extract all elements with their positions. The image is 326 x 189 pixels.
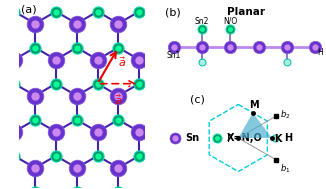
Text: Planar: Planar <box>227 7 265 17</box>
Text: K: K <box>274 134 282 144</box>
Text: (a): (a) <box>22 4 37 14</box>
Text: M: M <box>249 100 259 110</box>
Text: (c): (c) <box>190 94 205 105</box>
Text: $b_2$: $b_2$ <box>280 109 290 121</box>
Text: Sn2: Sn2 <box>195 17 209 26</box>
Text: $\vec{a}$: $\vec{a}$ <box>114 93 123 107</box>
Text: Sn: Sn <box>185 133 199 143</box>
Text: X=N,O: X=N,O <box>227 133 263 143</box>
Text: $\Gamma$: $\Gamma$ <box>227 132 234 144</box>
Text: N/O: N/O <box>223 17 238 26</box>
Text: (b): (b) <box>165 7 181 17</box>
Text: H: H <box>284 133 292 143</box>
Text: Sn1: Sn1 <box>167 50 181 60</box>
Polygon shape <box>238 113 272 138</box>
Text: H: H <box>317 48 323 57</box>
Text: $b_1$: $b_1$ <box>280 163 290 175</box>
Text: $\vec{a}$: $\vec{a}$ <box>118 55 127 69</box>
